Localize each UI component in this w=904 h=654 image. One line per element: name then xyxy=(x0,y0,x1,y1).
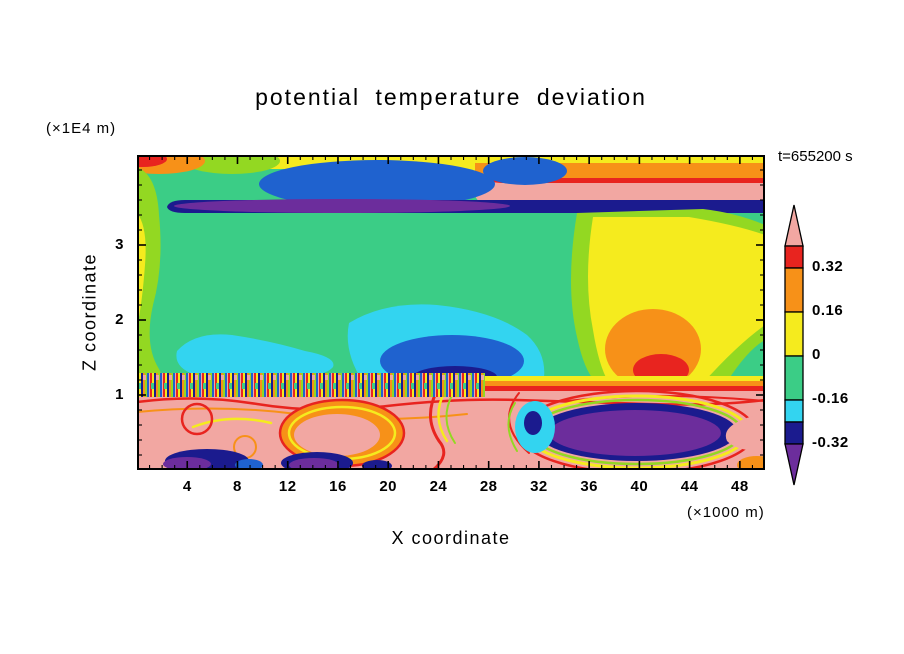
colorbar-arrow-bottom xyxy=(784,443,804,486)
colorbar-segment xyxy=(784,421,804,445)
field-left-yellow-sliver xyxy=(137,213,146,327)
x-tick-label: 28 xyxy=(479,478,498,495)
field-top-right-red-line xyxy=(475,178,765,183)
contour-plot xyxy=(137,155,765,470)
colorbar-label: -0.32 xyxy=(812,434,849,451)
field-top-blue-tongue xyxy=(259,160,495,208)
x-tick-label: 12 xyxy=(278,478,297,495)
field-purple-core-band xyxy=(174,199,510,213)
field-filament-yellow-left xyxy=(191,417,273,429)
time-label: t=655200 s xyxy=(778,148,853,165)
contour-field xyxy=(137,155,765,470)
x-tick-label: 24 xyxy=(429,478,448,495)
field-red-ring-left xyxy=(180,402,214,436)
colorbar-segment xyxy=(784,267,804,313)
y-tick-label: 2 xyxy=(115,311,124,328)
field-top-right-pink-band xyxy=(472,182,765,202)
field-orange-patch-br xyxy=(737,456,765,470)
field-pink-wedge-right xyxy=(725,413,765,450)
x-tick-label: 44 xyxy=(680,478,699,495)
colorbar-segment xyxy=(784,355,804,401)
field-top-left-red xyxy=(137,155,167,167)
field-left-lightgreen-column xyxy=(137,167,161,383)
field-green-arc xyxy=(507,402,518,452)
colorbar-arrow-top xyxy=(784,204,804,247)
colorbar-label: 0 xyxy=(812,346,821,363)
field-purple-patch-bc xyxy=(289,458,339,470)
colorbar-label: 0.16 xyxy=(812,302,844,319)
x-tick-label: 8 xyxy=(233,478,242,495)
x-axis-label: X coordinate xyxy=(391,528,511,548)
colorbar-segment xyxy=(784,311,804,357)
x-tick-label: 16 xyxy=(329,478,347,495)
plot-frame xyxy=(137,155,765,470)
y-axis-units: (×1E4 m) xyxy=(46,120,117,137)
x-tick-label: 48 xyxy=(731,478,749,495)
field-filament-green-vertical xyxy=(445,392,456,444)
field-mixing-noise-row xyxy=(139,373,485,397)
field-navy-in-crescent xyxy=(524,411,542,435)
field-top-blue-patch xyxy=(483,157,567,185)
field-cyan-pocket-left xyxy=(176,334,334,379)
x-tick-label: 20 xyxy=(379,478,398,495)
x-tick-label: 32 xyxy=(530,478,548,495)
plot-title: potential temperature deviation xyxy=(255,84,647,110)
y-tick-label: 1 xyxy=(115,386,124,403)
x-axis-units: (×1000 m) xyxy=(687,504,765,521)
field-vortex-purple xyxy=(549,410,721,456)
y-tick-label: 3 xyxy=(115,236,124,253)
x-tick-label: 4 xyxy=(182,478,192,495)
colorbar-segment xyxy=(784,399,804,423)
colorbar-label: -0.16 xyxy=(812,390,849,407)
colorbar-label: 0.32 xyxy=(812,258,844,275)
field-pink-core-swirl xyxy=(294,414,380,456)
field-blue-patch-bl xyxy=(235,459,263,470)
colorbar xyxy=(784,204,804,486)
field-navy-patch-bc2 xyxy=(362,460,392,470)
colorbar-segment xyxy=(784,245,804,269)
field-filament-red-vertical xyxy=(429,389,446,470)
x-tick-label: 36 xyxy=(580,478,598,495)
field-top-lightgreen-gap xyxy=(184,155,280,174)
x-tick-label: 40 xyxy=(630,478,649,495)
